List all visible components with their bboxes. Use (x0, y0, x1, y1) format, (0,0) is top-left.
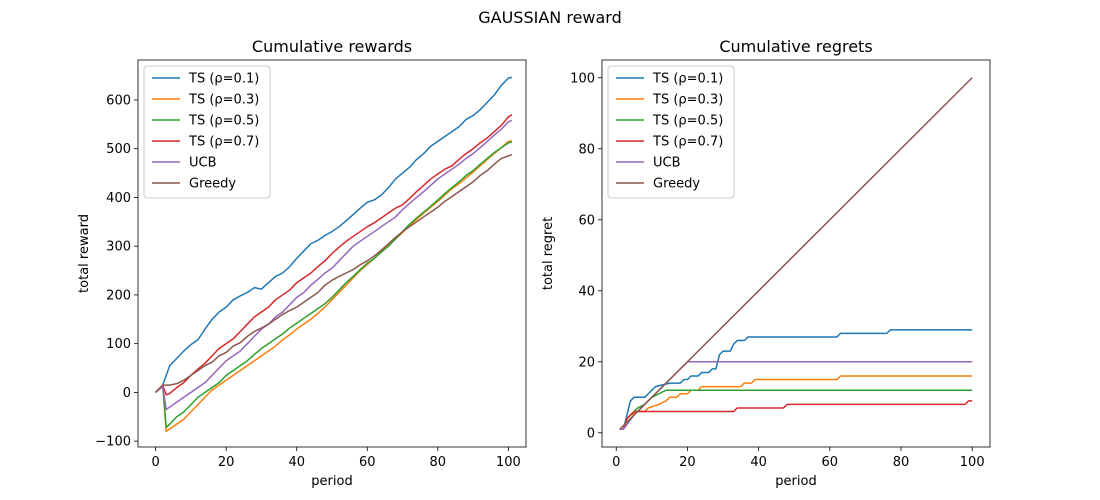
regrets-legend-label-0: TS (ρ=0.1) (652, 72, 723, 87)
rewards-series-line-2 (155, 141, 513, 429)
regrets-x-tick-label: 60 (822, 455, 839, 470)
rewards-y-tick-label: 500 (106, 142, 131, 157)
rewards-x-tick-label: 20 (218, 455, 235, 470)
regrets-legend: TS (ρ=0.1) TS (ρ=0.3) TS (ρ=0.5) TS (ρ=0.7)… (607, 65, 735, 199)
regrets-y-tick-label: 100 (570, 71, 595, 86)
regrets-chart-title: Cumulative regrets (719, 37, 872, 56)
rewards-series-line-4 (155, 119, 513, 411)
rewards-series-line-1 (155, 140, 512, 433)
regrets-series-line-2 (619, 389, 973, 430)
rewards-x-tick-label: 40 (288, 455, 305, 470)
rewards-y-tick-label: 0 (123, 386, 131, 401)
rewards-series-line-0 (155, 76, 512, 393)
rewards-y-tick-label: −100 (95, 435, 131, 450)
regrets-legend-label-2: TS (ρ=0.5) (652, 114, 723, 129)
regrets-legend-label-4: UCB (653, 156, 681, 171)
regrets-y-tick-label: 40 (578, 284, 595, 299)
regrets-legend-label-1: TS (ρ=0.3) (652, 93, 723, 108)
rewards-x-axis-label: period (311, 474, 352, 489)
regrets-legend-label-5: Greedy (653, 177, 700, 192)
rewards-legend-label-4: UCB (189, 156, 217, 171)
figure-suptitle: GAUSSIAN reward (478, 8, 622, 27)
regrets-y-axis-label: total regret (541, 217, 556, 290)
rewards-axes-frame (137, 59, 527, 448)
rewards-y-axis-label: total reward (77, 214, 92, 293)
rewards-series-line-3 (155, 113, 513, 396)
regrets-x-tick-label: 20 (679, 455, 696, 470)
rewards-y-tick-label: 200 (106, 288, 131, 303)
rewards-legend: TS (ρ=0.1) TS (ρ=0.3) TS (ρ=0.5) TS (ρ=0.7)… (143, 65, 271, 199)
regrets-x-axis-label: period (775, 474, 816, 489)
regrets-series-line-4 (619, 361, 973, 430)
rewards-legend-label-1: TS (ρ=0.3) (188, 93, 259, 108)
rewards-x-tick-label: 80 (430, 455, 447, 470)
rewards-chart-title: Cumulative rewards (252, 37, 412, 56)
rewards-y-tick-label: 300 (106, 240, 131, 255)
rewards-y-tick-label: 400 (106, 191, 131, 206)
rewards-chart: Cumulative rewards 0 20 40 60 80 100 −100 0 100 20… (77, 37, 527, 489)
rewards-x-tick-label: 100 (496, 455, 521, 470)
rewards-series-line-5 (155, 153, 513, 393)
regrets-y-tick-label: 60 (578, 213, 595, 228)
regrets-series-line-1 (619, 375, 973, 430)
regrets-legend-label-3: TS (ρ=0.7) (652, 135, 723, 150)
rewards-y-tick-label: 100 (106, 337, 131, 352)
regrets-x-tick-label: 40 (750, 455, 767, 470)
regrets-series-line-3 (619, 400, 973, 430)
rewards-y-tick-label: 600 (106, 93, 131, 108)
regrets-x-tick-label: 0 (612, 455, 620, 470)
regrets-series-line-5 (619, 77, 973, 430)
regrets-y-tick-label: 80 (578, 142, 595, 157)
rewards-legend-label-3: TS (ρ=0.7) (188, 135, 259, 150)
regrets-x-tick-label: 80 (893, 455, 910, 470)
regrets-axes-frame (601, 59, 991, 448)
regrets-y-tick-label: 20 (578, 355, 595, 370)
rewards-x-tick-label: 0 (151, 455, 159, 470)
rewards-legend-label-5: Greedy (189, 177, 236, 192)
regrets-series-line-0 (619, 329, 973, 430)
rewards-legend-label-0: TS (ρ=0.1) (188, 72, 259, 87)
rewards-x-tick-label: 60 (359, 455, 376, 470)
regrets-y-tick-label: 0 (587, 426, 595, 441)
regrets-x-tick-label: 100 (960, 455, 985, 470)
regrets-chart: Cumulative regrets 0 20 40 60 80 100 0 20 40 60 80 1… (541, 37, 991, 489)
rewards-legend-label-2: TS (ρ=0.5) (188, 114, 259, 129)
